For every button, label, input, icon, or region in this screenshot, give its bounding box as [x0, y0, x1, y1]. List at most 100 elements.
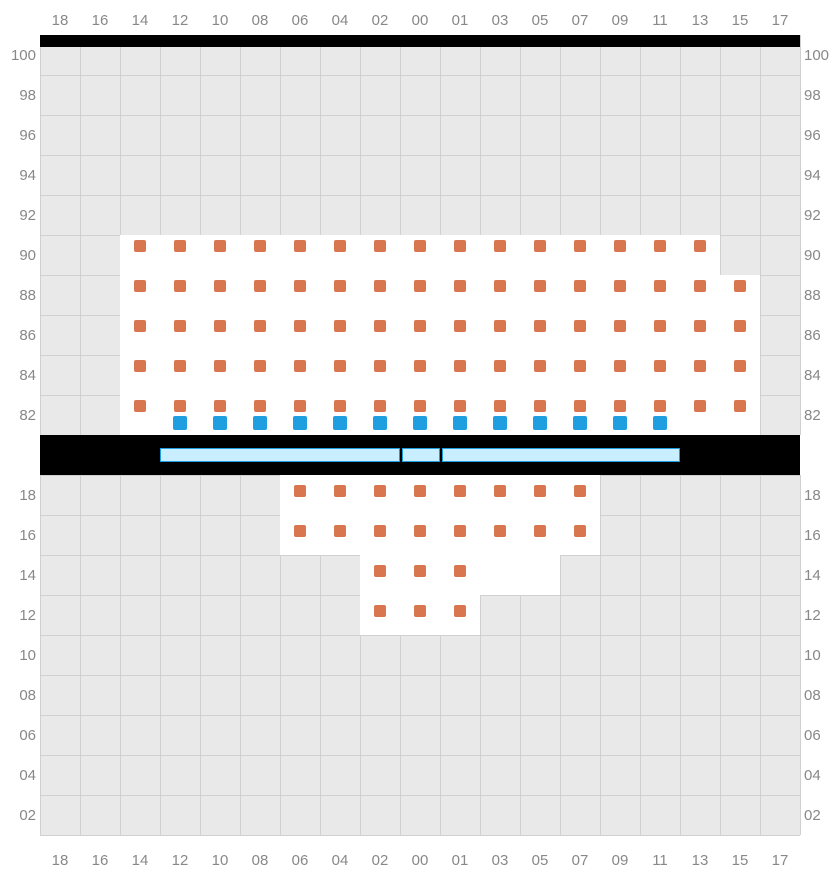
orange-marker[interactable]: [534, 525, 546, 537]
orange-marker[interactable]: [214, 360, 226, 372]
blue-marker[interactable]: [613, 416, 627, 430]
blue-marker[interactable]: [453, 416, 467, 430]
blue-marker[interactable]: [333, 416, 347, 430]
orange-marker[interactable]: [534, 360, 546, 372]
orange-marker[interactable]: [374, 240, 386, 252]
orange-marker[interactable]: [294, 525, 306, 537]
orange-marker[interactable]: [734, 280, 746, 292]
orange-marker[interactable]: [534, 280, 546, 292]
orange-marker[interactable]: [134, 240, 146, 252]
orange-marker[interactable]: [294, 360, 306, 372]
orange-marker[interactable]: [614, 280, 626, 292]
blue-marker[interactable]: [573, 416, 587, 430]
orange-marker[interactable]: [494, 525, 506, 537]
orange-marker[interactable]: [374, 565, 386, 577]
orange-marker[interactable]: [414, 320, 426, 332]
orange-marker[interactable]: [494, 240, 506, 252]
orange-marker[interactable]: [454, 320, 466, 332]
blue-marker[interactable]: [253, 416, 267, 430]
orange-marker[interactable]: [494, 400, 506, 412]
orange-marker[interactable]: [694, 240, 706, 252]
orange-marker[interactable]: [414, 360, 426, 372]
orange-marker[interactable]: [374, 485, 386, 497]
orange-marker[interactable]: [414, 565, 426, 577]
orange-marker[interactable]: [294, 400, 306, 412]
orange-marker[interactable]: [574, 485, 586, 497]
orange-marker[interactable]: [454, 525, 466, 537]
orange-marker[interactable]: [454, 240, 466, 252]
orange-marker[interactable]: [654, 320, 666, 332]
orange-marker[interactable]: [734, 320, 746, 332]
orange-marker[interactable]: [574, 280, 586, 292]
orange-marker[interactable]: [414, 485, 426, 497]
orange-marker[interactable]: [174, 400, 186, 412]
orange-marker[interactable]: [174, 240, 186, 252]
blue-marker[interactable]: [653, 416, 667, 430]
orange-marker[interactable]: [134, 280, 146, 292]
orange-marker[interactable]: [254, 400, 266, 412]
orange-marker[interactable]: [454, 360, 466, 372]
orange-marker[interactable]: [494, 320, 506, 332]
orange-marker[interactable]: [534, 320, 546, 332]
orange-marker[interactable]: [294, 485, 306, 497]
orange-marker[interactable]: [254, 280, 266, 292]
orange-marker[interactable]: [134, 320, 146, 332]
orange-marker[interactable]: [574, 400, 586, 412]
orange-marker[interactable]: [174, 320, 186, 332]
orange-marker[interactable]: [254, 240, 266, 252]
orange-marker[interactable]: [694, 400, 706, 412]
orange-marker[interactable]: [614, 320, 626, 332]
orange-marker[interactable]: [574, 525, 586, 537]
orange-marker[interactable]: [574, 320, 586, 332]
orange-marker[interactable]: [374, 605, 386, 617]
orange-marker[interactable]: [334, 485, 346, 497]
orange-marker[interactable]: [134, 360, 146, 372]
blue-marker[interactable]: [533, 416, 547, 430]
blue-marker[interactable]: [293, 416, 307, 430]
orange-marker[interactable]: [614, 240, 626, 252]
blue-marker[interactable]: [173, 416, 187, 430]
orange-marker[interactable]: [454, 565, 466, 577]
orange-marker[interactable]: [694, 280, 706, 292]
orange-marker[interactable]: [574, 360, 586, 372]
orange-marker[interactable]: [334, 400, 346, 412]
orange-marker[interactable]: [414, 240, 426, 252]
orange-marker[interactable]: [734, 400, 746, 412]
orange-marker[interactable]: [534, 240, 546, 252]
blue-marker[interactable]: [413, 416, 427, 430]
orange-marker[interactable]: [374, 280, 386, 292]
orange-marker[interactable]: [134, 400, 146, 412]
slot-cell[interactable]: [520, 555, 560, 595]
orange-marker[interactable]: [494, 280, 506, 292]
orange-marker[interactable]: [654, 240, 666, 252]
orange-marker[interactable]: [374, 360, 386, 372]
orange-marker[interactable]: [734, 360, 746, 372]
orange-marker[interactable]: [454, 605, 466, 617]
orange-marker[interactable]: [574, 240, 586, 252]
blue-marker[interactable]: [373, 416, 387, 430]
orange-marker[interactable]: [334, 240, 346, 252]
orange-marker[interactable]: [414, 605, 426, 617]
orange-marker[interactable]: [414, 525, 426, 537]
orange-marker[interactable]: [374, 400, 386, 412]
orange-marker[interactable]: [534, 400, 546, 412]
orange-marker[interactable]: [614, 400, 626, 412]
orange-marker[interactable]: [374, 320, 386, 332]
orange-marker[interactable]: [334, 280, 346, 292]
orange-marker[interactable]: [374, 525, 386, 537]
orange-marker[interactable]: [174, 360, 186, 372]
orange-marker[interactable]: [294, 240, 306, 252]
orange-marker[interactable]: [294, 320, 306, 332]
orange-marker[interactable]: [654, 400, 666, 412]
orange-marker[interactable]: [534, 485, 546, 497]
orange-marker[interactable]: [214, 320, 226, 332]
orange-marker[interactable]: [254, 320, 266, 332]
orange-marker[interactable]: [654, 360, 666, 372]
orange-marker[interactable]: [214, 280, 226, 292]
orange-marker[interactable]: [654, 280, 666, 292]
orange-marker[interactable]: [334, 320, 346, 332]
orange-marker[interactable]: [494, 485, 506, 497]
orange-marker[interactable]: [454, 485, 466, 497]
orange-marker[interactable]: [214, 240, 226, 252]
orange-marker[interactable]: [454, 400, 466, 412]
